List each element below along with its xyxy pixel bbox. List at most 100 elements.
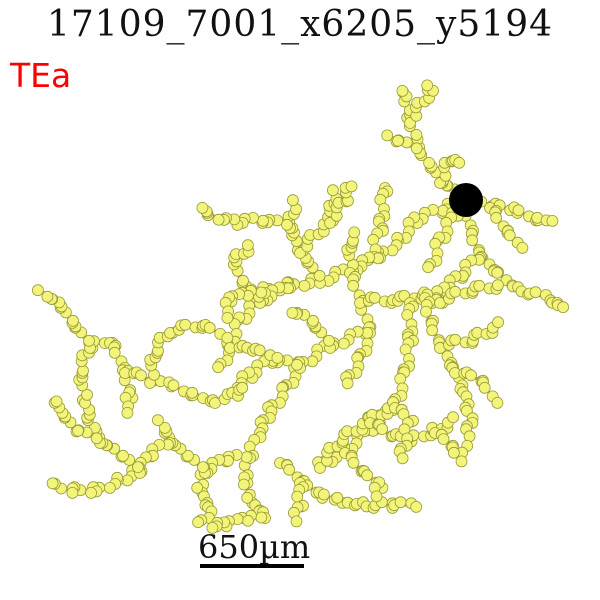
node: [490, 211, 503, 224]
node: [420, 305, 432, 318]
node: [72, 424, 84, 437]
node: [167, 379, 180, 392]
node: [347, 279, 360, 292]
node: [212, 361, 225, 374]
node: [132, 461, 144, 474]
node: [449, 285, 462, 298]
node: [324, 217, 336, 229]
node: [345, 180, 358, 193]
node: [368, 291, 381, 304]
node: [421, 79, 434, 92]
node: [422, 261, 435, 274]
node: [347, 456, 360, 469]
node: [370, 490, 383, 503]
node: [492, 316, 505, 329]
node: [281, 218, 293, 231]
node: [81, 388, 93, 401]
node: [236, 381, 249, 394]
node: [491, 396, 504, 409]
node: [473, 279, 486, 292]
node: [361, 469, 374, 482]
node: [323, 334, 335, 347]
node: [255, 286, 268, 299]
node: [41, 290, 54, 303]
node: [237, 274, 249, 287]
node: [85, 486, 97, 499]
node: [348, 226, 361, 239]
node: [423, 156, 436, 169]
node: [546, 214, 559, 227]
node: [447, 411, 460, 424]
node: [466, 234, 479, 247]
node: [66, 486, 79, 499]
node: [410, 142, 423, 155]
node: [83, 334, 95, 347]
node: [151, 414, 164, 427]
node: [410, 128, 423, 141]
node: [326, 184, 339, 197]
node: [241, 491, 254, 504]
node: [313, 269, 326, 282]
node: [341, 377, 354, 390]
node: [135, 369, 147, 382]
node: [283, 463, 296, 476]
soma: [449, 183, 483, 217]
node: [67, 314, 79, 327]
node: [212, 213, 225, 226]
node: [196, 201, 209, 214]
branch-nodes: [32, 79, 569, 534]
node: [286, 306, 299, 319]
node: [394, 372, 407, 385]
node: [557, 301, 569, 314]
node: [317, 488, 330, 501]
node: [376, 423, 389, 436]
node: [203, 321, 216, 334]
node: [331, 491, 344, 504]
node: [465, 369, 477, 382]
node: [221, 311, 234, 324]
node: [237, 478, 250, 491]
node: [186, 386, 199, 399]
node: [206, 522, 219, 534]
node: [437, 433, 450, 446]
node: [50, 395, 63, 408]
node: [392, 134, 404, 147]
node: [46, 477, 59, 490]
node: [516, 241, 529, 254]
node: [512, 204, 525, 217]
node: [381, 129, 394, 142]
node: [104, 481, 116, 494]
cell-id-title: 17109_7001_x6205_y5194: [46, 4, 553, 45]
node: [253, 344, 266, 357]
node: [367, 233, 380, 246]
node: [191, 481, 204, 494]
node: [529, 286, 542, 299]
node: [463, 430, 476, 443]
node: [337, 337, 350, 350]
node: [242, 514, 254, 527]
node: [257, 214, 269, 227]
node: [396, 452, 409, 465]
node: [32, 284, 44, 297]
node: [491, 279, 504, 292]
node: [192, 516, 205, 529]
node: [117, 449, 129, 462]
node: [491, 266, 504, 279]
node: [221, 331, 234, 344]
node: [121, 406, 134, 419]
node: [503, 229, 516, 242]
node: [90, 432, 103, 445]
node: [182, 449, 194, 462]
node: [291, 358, 303, 371]
node: [426, 324, 439, 337]
node: [396, 85, 409, 97]
node: [449, 333, 462, 346]
scale-bar-label: 650µm: [198, 528, 311, 566]
node: [271, 351, 284, 364]
brain-region-label: TEa: [10, 56, 72, 95]
node: [410, 500, 423, 513]
node: [255, 511, 268, 524]
node: [290, 515, 303, 528]
node: [453, 156, 466, 169]
